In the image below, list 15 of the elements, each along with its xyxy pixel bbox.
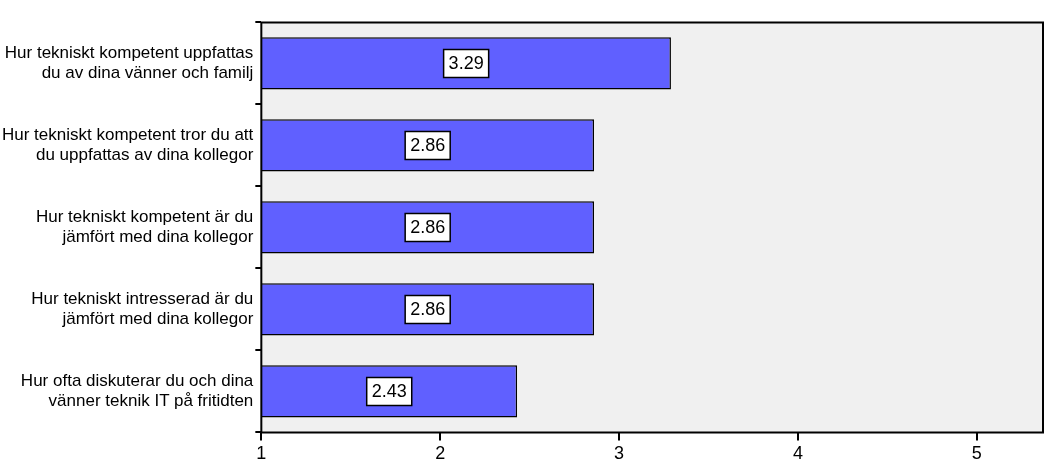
data-label: 3.29 [448,53,484,74]
x-tick-label: 4 [792,443,803,464]
data-label: 2.86 [410,299,446,320]
x-tick-label: 5 [971,443,982,464]
x-tick-label: 3 [614,443,625,464]
data-label: 2.86 [410,217,446,238]
x-tick-label: 2 [435,443,446,464]
y-tick-label: Hur tekniskt kompetent tror du att du uppfattas av dina kollegor [1,124,254,165]
x-tick-label: 1 [256,443,267,464]
y-tick-label: Hur tekniskt kompetent är du jämfört med dina kollegor [36,206,254,247]
y-tick-label: Hur tekniskt kompetent uppfattas du av dina vänner och familj [4,42,254,83]
y-tick-label: Hur ofta diskuterar du och dina vänner teknik IT på fritidten [20,370,254,411]
data-label: 2.43 [371,381,407,402]
y-tick-label: Hur tekniskt intresserad är du jämfört med dina kollegor [31,288,254,329]
data-label: 2.86 [410,135,446,156]
